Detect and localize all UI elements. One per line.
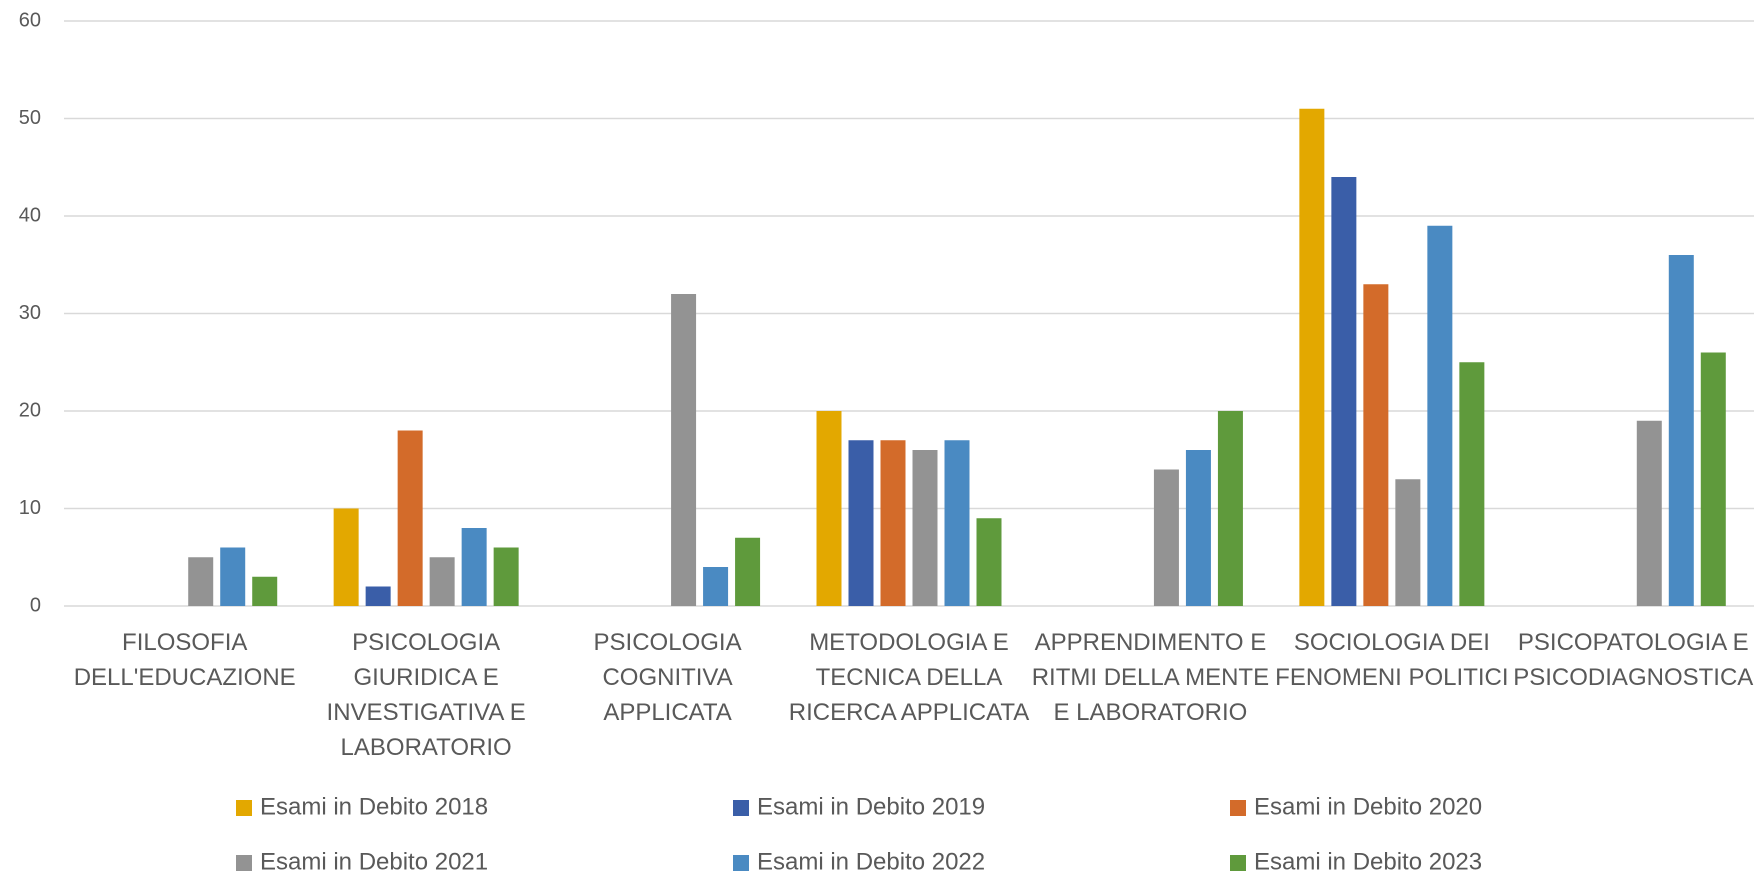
bar: [188, 557, 214, 606]
x-tick-label: METODOLOGIA E TECNICA DELLA RICERCA APPL…: [788, 629, 1030, 726]
bar: [1700, 352, 1726, 606]
legend-label: Esami in Debito 2019: [757, 793, 985, 820]
bar: [1299, 108, 1325, 606]
bar: [880, 440, 906, 606]
y-tick-label: 10: [19, 497, 41, 519]
bar: [1395, 479, 1421, 606]
bar: [816, 411, 842, 606]
bar: [333, 508, 359, 606]
x-tick-label: PSICOPATOLOGIA E PSICODIAGNOSTICA: [1513, 629, 1754, 691]
legend-swatch: [236, 800, 252, 816]
bar: [1153, 469, 1179, 606]
legend-swatch: [733, 800, 749, 816]
bar: [976, 518, 1002, 606]
bar: [365, 586, 391, 606]
bar: [220, 547, 246, 606]
x-tick-label: PSICOLOGIA COGNITIVA APPLICATA: [593, 629, 742, 726]
legend-swatch: [1230, 800, 1246, 816]
bar: [1668, 255, 1694, 606]
bar: [944, 440, 970, 606]
bar: [1427, 225, 1453, 606]
bar: [671, 294, 697, 606]
y-tick-label: 50: [19, 107, 41, 129]
y-tick-label: 20: [19, 399, 41, 421]
bar: [1636, 420, 1662, 606]
legend-label: Esami in Debito 2021: [260, 848, 488, 875]
legend-label: Esami in Debito 2023: [1254, 848, 1482, 875]
y-tick-label: 40: [19, 204, 41, 226]
legend-swatch: [733, 855, 749, 871]
x-tick-label: FILOSOFIA DELL'EDUCAZIONE: [73, 629, 296, 691]
bar: [735, 537, 761, 606]
bar: [429, 557, 455, 606]
bar: [493, 547, 519, 606]
bar: [1459, 362, 1485, 606]
legend-swatch: [236, 855, 252, 871]
bar: [1185, 450, 1211, 606]
bar: [703, 567, 729, 606]
bar: [848, 440, 874, 606]
legend-label: Esami in Debito 2018: [260, 793, 488, 820]
bar: [912, 450, 938, 606]
x-tick-label: SOCIOLOGIA DEI FENOMENI POLITICI: [1275, 629, 1509, 691]
y-tick-label: 0: [30, 594, 41, 616]
x-tick-label: PSICOLOGIA GIURIDICA E INVESTIGATIVA E L…: [326, 629, 526, 761]
legend-label: Esami in Debito 2020: [1254, 793, 1482, 820]
bar: [397, 430, 423, 606]
x-tick-label: APPRENDIMENTO E RITMI DELLA MENTE E LABO…: [1031, 629, 1270, 726]
bar: [252, 576, 278, 606]
bar: [1363, 284, 1389, 606]
bar: [1217, 411, 1243, 606]
y-tick-label: 30: [19, 302, 41, 324]
legend-swatch: [1230, 855, 1246, 871]
legend-label: Esami in Debito 2022: [757, 848, 985, 875]
bar: [1331, 177, 1357, 606]
y-tick-label: 60: [19, 9, 41, 31]
bar: [461, 528, 487, 606]
